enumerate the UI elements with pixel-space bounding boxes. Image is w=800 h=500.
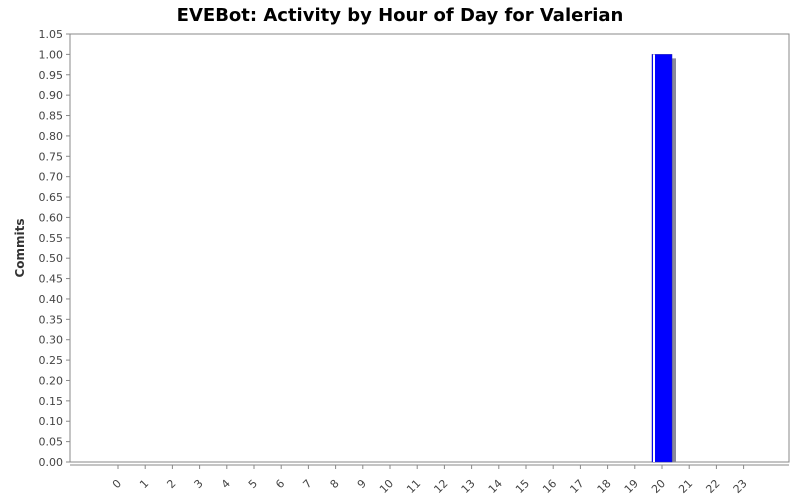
y-tick-label: 0.50 <box>39 252 64 265</box>
bar-highlight <box>653 54 655 462</box>
y-tick-label: 0.60 <box>39 211 64 224</box>
x-tick-label: 2 <box>164 477 178 491</box>
x-tick-label: 1 <box>137 477 151 491</box>
x-tick-label: 3 <box>192 477 206 491</box>
y-tick-label: 0.90 <box>39 89 64 102</box>
x-tick-label: 12 <box>431 477 450 496</box>
x-tick-label: 8 <box>328 477 342 491</box>
y-tick-label: 0.30 <box>39 334 64 347</box>
x-tick-label: 19 <box>622 477 641 496</box>
y-tick-label: 0.75 <box>39 150 64 163</box>
bar <box>651 54 673 463</box>
y-tick-label: 0.95 <box>39 69 64 82</box>
x-tick-label: 17 <box>567 477 586 496</box>
y-tick-label: 0.70 <box>39 171 64 184</box>
y-tick-label: 0.15 <box>39 395 64 408</box>
y-axis-label: Commits <box>13 218 27 277</box>
x-tick-label: 14 <box>486 477 505 496</box>
y-tick-label: 0.10 <box>39 415 64 428</box>
x-tick-label: 21 <box>676 477 695 496</box>
x-tick-label: 18 <box>595 477 614 496</box>
y-tick-label: 0.80 <box>39 130 64 143</box>
y-tick-label: 0.00 <box>39 456 64 469</box>
y-tick-label: 0.65 <box>39 191 64 204</box>
x-tick-label: 6 <box>273 477 287 491</box>
x-tick-label: 13 <box>459 477 478 496</box>
y-tick-label: 1.00 <box>39 48 64 61</box>
x-tick-label: 0 <box>110 477 124 491</box>
y-tick-label: 0.35 <box>39 313 64 326</box>
y-tick-label: 0.55 <box>39 232 64 245</box>
y-tick-label: 1.05 <box>39 28 64 41</box>
y-tick-label: 0.20 <box>39 374 64 387</box>
plot-frame <box>69 33 790 463</box>
x-tick-label: 4 <box>219 477 233 491</box>
y-tick-label: 0.25 <box>39 354 64 367</box>
x-tick-label: 23 <box>731 477 750 496</box>
x-tick-label: 7 <box>300 477 314 491</box>
x-tick-label: 22 <box>703 477 722 496</box>
x-tick-label: 15 <box>513 477 532 496</box>
y-tick-label: 0.05 <box>39 436 64 449</box>
x-tick-label: 16 <box>540 477 559 496</box>
x-tick-label: 5 <box>246 477 260 491</box>
x-tick-label: 9 <box>355 477 369 491</box>
y-tick-label: 0.40 <box>39 293 64 306</box>
chart-title: EVEBot: Activity by Hour of Day for Vale… <box>177 5 624 26</box>
x-tick-label: 20 <box>649 477 668 496</box>
y-tick-label: 0.85 <box>39 110 64 123</box>
x-tick-label: 10 <box>377 477 396 496</box>
plot-area: 0.00 0.05 0.10 0.15 0.20 0.25 0.30 0.35 0.40 0.45… <box>39 28 790 496</box>
x-tick-label: 11 <box>404 477 423 496</box>
y-tick-label: 0.45 <box>39 273 64 286</box>
